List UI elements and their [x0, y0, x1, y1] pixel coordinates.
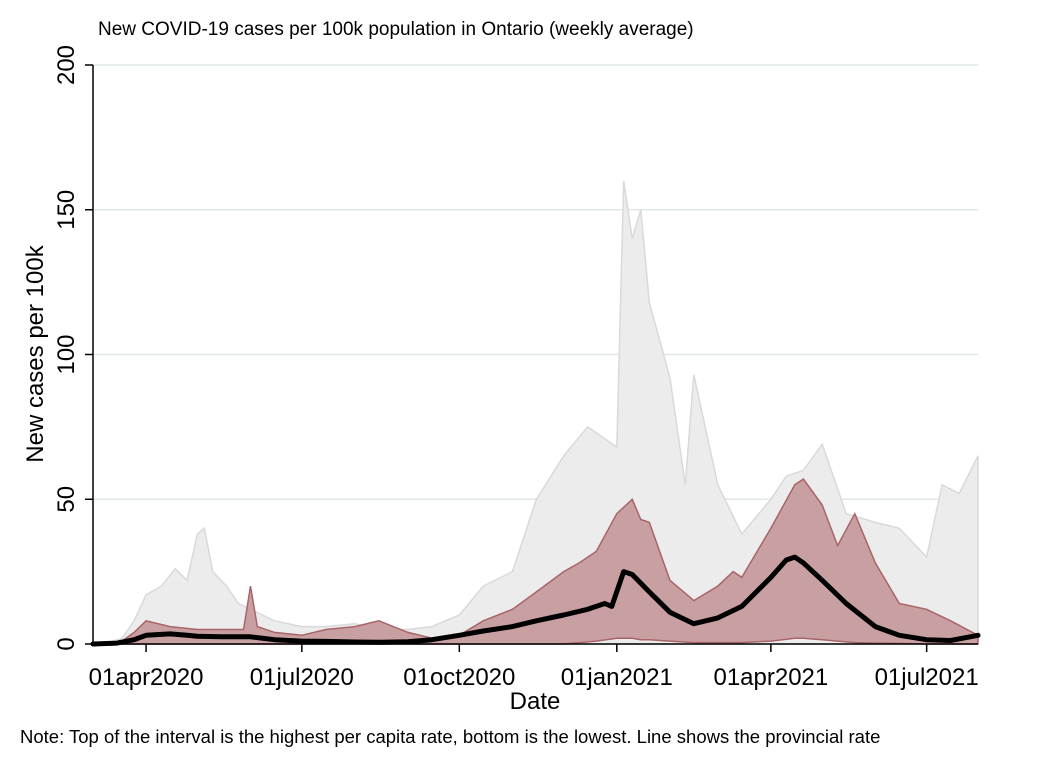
x-tick-label-01apr2021: 01apr2021 — [713, 664, 828, 691]
y-tick-label-0: 0 — [53, 637, 80, 650]
y-tick-label-200: 200 — [53, 45, 80, 85]
y-axis-label: New cases per 100k — [22, 244, 49, 462]
y-tick-label-50: 50 — [53, 486, 80, 513]
provincial-rate-line — [90, 554, 981, 647]
chart-plot: 0 50 100 150 200 01apr2020 01jul2020 01oct2020 0… — [22, 45, 981, 715]
y-tick-label-150: 150 — [53, 190, 80, 230]
grid-layer — [93, 64, 978, 500]
x-tick-label-01jan2021: 01jan2021 — [561, 664, 673, 691]
y-tick-label-100: 100 — [53, 334, 80, 374]
chart-title: New COVID-19 cases per 100k population i… — [98, 19, 694, 40]
axes-layer: 0 50 100 150 200 01apr2020 01jul2020 01oct2020 0… — [53, 45, 979, 691]
x-tick-label-01oct2020: 01oct2020 — [403, 664, 515, 691]
x-tick-label-01jul2021: 01jul2021 — [875, 664, 979, 691]
x-tick-label-01jul2020: 01jul2020 — [250, 664, 354, 691]
x-tick-label-01apr2020: 01apr2020 — [89, 664, 204, 691]
x-axis-label: Date — [510, 688, 561, 715]
chart-note: Note: Top of the interval is the highest… — [20, 726, 881, 747]
